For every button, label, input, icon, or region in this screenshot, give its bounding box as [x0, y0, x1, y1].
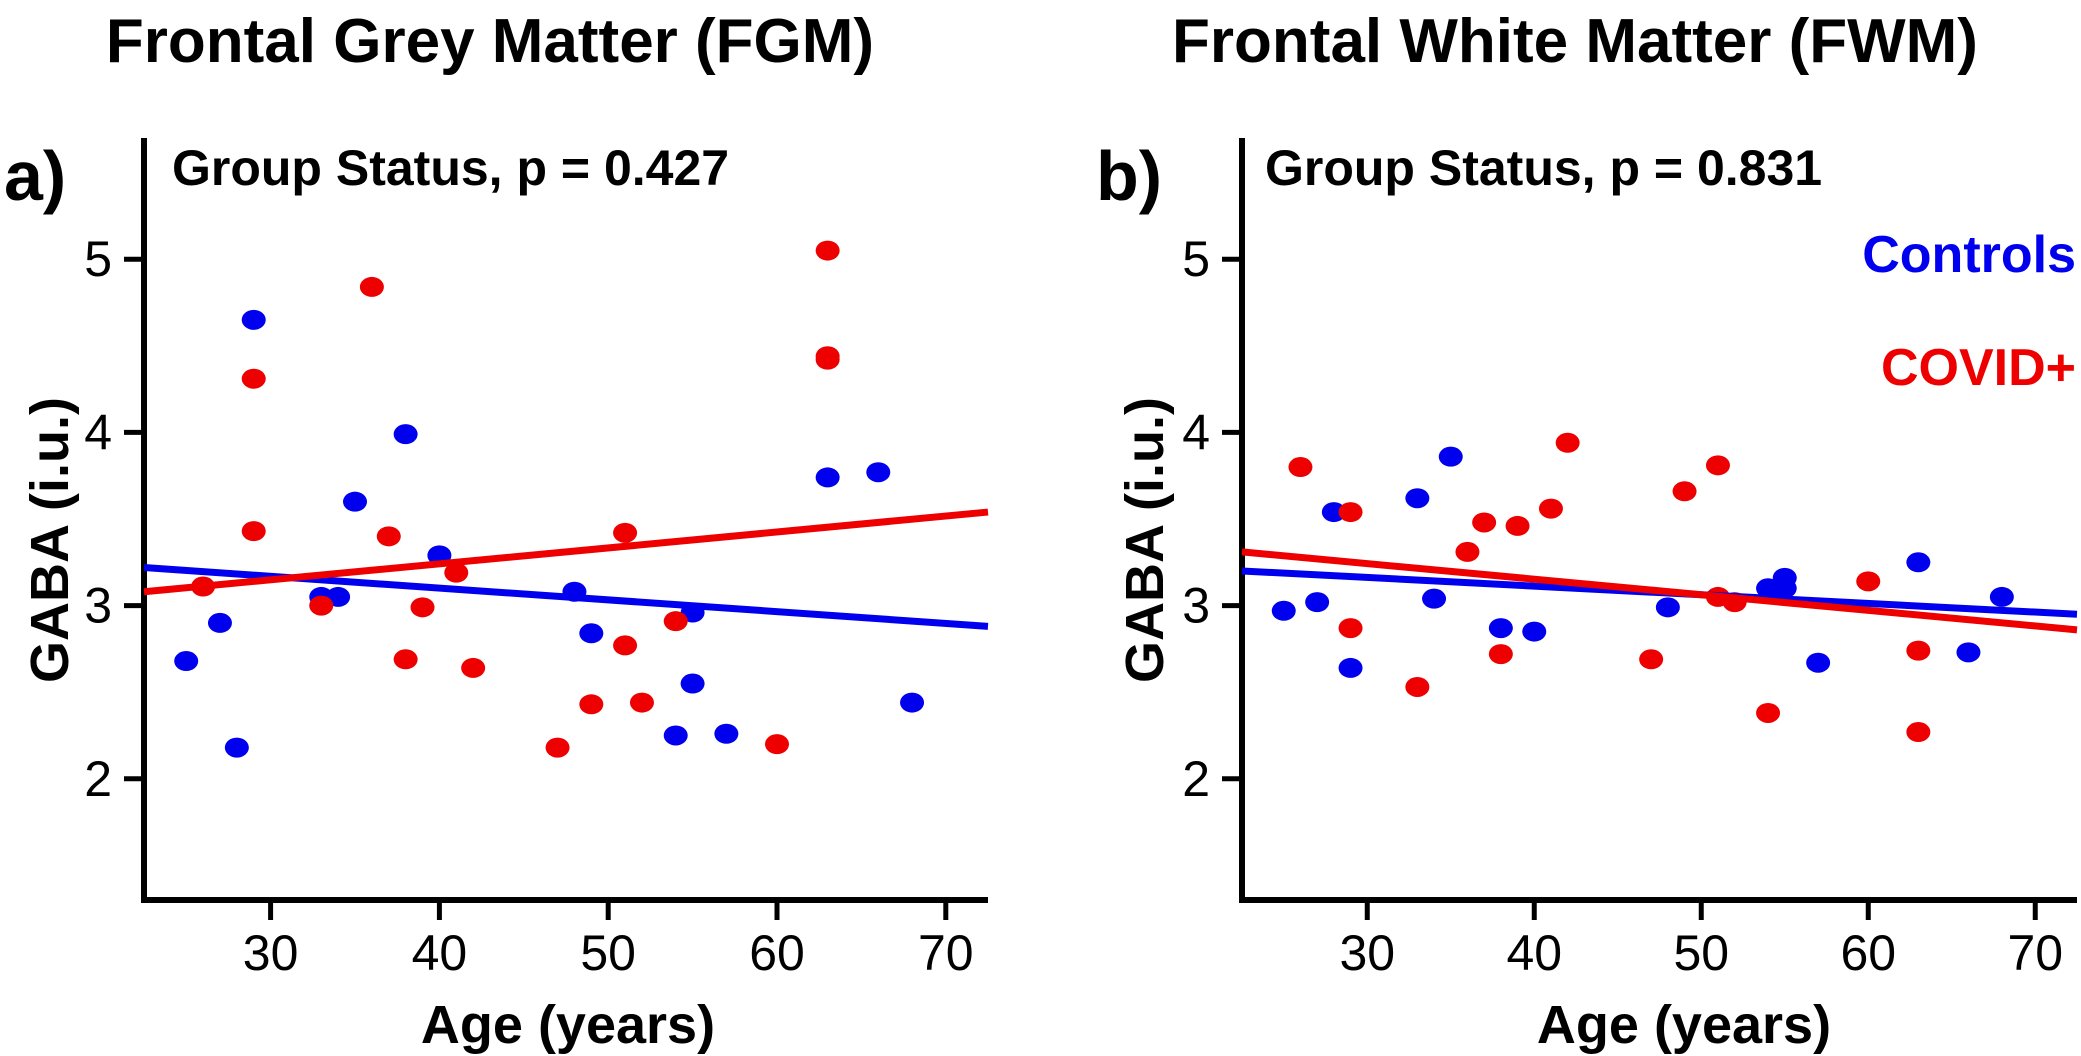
panel-b-covid-point	[1538, 498, 1563, 519]
panel-a-annotation: Group Status, p = 0.427	[172, 140, 729, 196]
panel-b-controls-point	[1655, 597, 1680, 618]
panel-b-covid-fit-line	[1241, 548, 2078, 634]
panel-b-ytick-label: 5	[1182, 231, 1210, 287]
panel-a-covid-point	[579, 694, 604, 715]
panel-a-covid-point	[376, 526, 401, 547]
panel-a-xtick-label: 50	[580, 925, 636, 981]
panel-a-xtick-label: 40	[412, 925, 468, 981]
panel-a-letter: a)	[4, 137, 66, 215]
panel-a-controls-point	[714, 723, 739, 744]
panel-a-covid-point	[309, 595, 334, 616]
panel-b-controls-point	[1522, 621, 1547, 642]
panel-b-controls-point	[1906, 552, 1931, 573]
panel-b-xtick-label: 60	[1840, 925, 1896, 981]
panel-a-ylabel: GABA (i.u.)	[20, 397, 80, 683]
panel-a-controls-point	[343, 491, 367, 512]
panel-a-title: Frontal Grey Matter (FGM)	[106, 7, 874, 76]
panel-a-covid-point	[410, 597, 435, 618]
panel-a-controls-point	[224, 737, 249, 758]
panel-a-covid-point	[613, 635, 638, 656]
panel-b-covid-point	[1906, 640, 1931, 661]
panel-b-controls-point	[1989, 586, 2014, 607]
panel-b-covid-point	[1338, 618, 1363, 639]
panel-b-annotation: Group Status, p = 0.831	[1265, 140, 1822, 196]
panel-b-covid-point	[1405, 676, 1430, 697]
panel-a-covid-point	[545, 737, 570, 758]
panel-a-xtick-label: 60	[749, 925, 805, 981]
panel-a-covid-point	[629, 692, 654, 713]
panel-b-covid-point	[1555, 432, 1580, 453]
panel-b-controls-point	[1321, 502, 1346, 523]
panel-b-letter: b)	[1096, 137, 1162, 215]
panel-a-covid-point	[765, 734, 789, 755]
panel-b-ylabel: GABA (i.u.)	[1115, 397, 1175, 683]
panel-b-ytick-label: 3	[1182, 578, 1210, 634]
panel-b-controls-point	[1305, 592, 1330, 613]
panel-b-controls-point	[1271, 600, 1296, 621]
panel-a-ytick-label: 4	[84, 404, 112, 460]
panel-a-controls-point	[680, 673, 705, 694]
panel-a-covid-point	[241, 521, 266, 542]
panel-a-controls-point	[866, 462, 891, 483]
panel-b-controls-point	[1422, 588, 1447, 609]
panel-a-covid-fit-line	[143, 508, 989, 596]
panel-a-covid-point	[444, 562, 469, 583]
panel-b-covid-point	[1472, 512, 1497, 533]
panel-b-xtick-label: 30	[1339, 925, 1395, 981]
panel-a-ytick-label: 2	[84, 751, 112, 807]
panel-a-ytick-label: 3	[84, 578, 112, 634]
panel-a-controls-point	[663, 725, 688, 746]
panel-a-covid-point	[815, 240, 840, 261]
panel-a-xtick-label: 70	[918, 925, 974, 981]
panel-b-covid-point	[1639, 649, 1664, 670]
panel-b-xlabel: Age (years)	[1537, 995, 1831, 1055]
legend-entry-controls: Controls	[1862, 226, 2076, 284]
panel-b-xtick-label: 40	[1506, 925, 1562, 981]
panel-b-controls-point	[1338, 657, 1363, 678]
panel-b-title: Frontal White Matter (FWM)	[1172, 7, 1978, 76]
panel-b-covid-point	[1455, 541, 1480, 562]
panel-b-ytick-label: 4	[1182, 404, 1210, 460]
panel-b-covid-point	[1756, 702, 1781, 723]
panel-a-covid-point	[241, 368, 266, 389]
panel-b-controls-point	[1438, 446, 1463, 467]
legend-entry-covid: COVID+	[1881, 339, 2076, 397]
panel-b-controls-point	[1772, 578, 1797, 599]
panel-a-controls-point	[174, 651, 199, 672]
panel-b-controls-point	[1956, 642, 1981, 663]
panel-a-controls-point	[393, 424, 418, 445]
panel-a-covid-point	[359, 276, 384, 297]
panel-a-covid-point	[613, 522, 638, 543]
panel-b-covid-point	[1906, 722, 1931, 743]
panel-b-covid-point	[1672, 481, 1697, 502]
panel-a-covid-point	[393, 649, 418, 670]
panel-a-xlabel: Age (years)	[421, 995, 715, 1055]
panel-b-ytick-label: 2	[1182, 751, 1210, 807]
panel-a-controls-point	[207, 612, 232, 633]
panel-a-controls-point	[579, 623, 604, 644]
panel-a-controls-point	[815, 467, 840, 488]
panel-a-covid-point	[663, 611, 688, 632]
panel-a-covid-point	[461, 657, 486, 678]
panel-b-xtick-label: 70	[2007, 925, 2063, 981]
panel-b-covid-point	[1505, 515, 1530, 536]
panel-b-controls-point	[1488, 618, 1513, 639]
panel-b-controls-point	[1405, 488, 1430, 509]
panel-a-covid-point	[815, 349, 840, 370]
panel-b-controls-point	[1806, 652, 1831, 673]
panel-a-controls-point	[900, 692, 925, 713]
panel-a-ytick-label: 5	[84, 231, 112, 287]
panel-b-covid-point	[1338, 502, 1363, 523]
panel-b-controls-point	[1756, 578, 1781, 599]
panel-b-covid-point	[1288, 457, 1313, 478]
panel-a-xtick-label: 30	[243, 925, 299, 981]
panel-b-xtick-label: 50	[1673, 925, 1729, 981]
panel-a-controls-point	[241, 309, 266, 330]
panel-b-covid-point	[1856, 571, 1881, 592]
panel-b-covid-point	[1705, 455, 1730, 476]
panel-b-covid-point	[1488, 644, 1513, 665]
